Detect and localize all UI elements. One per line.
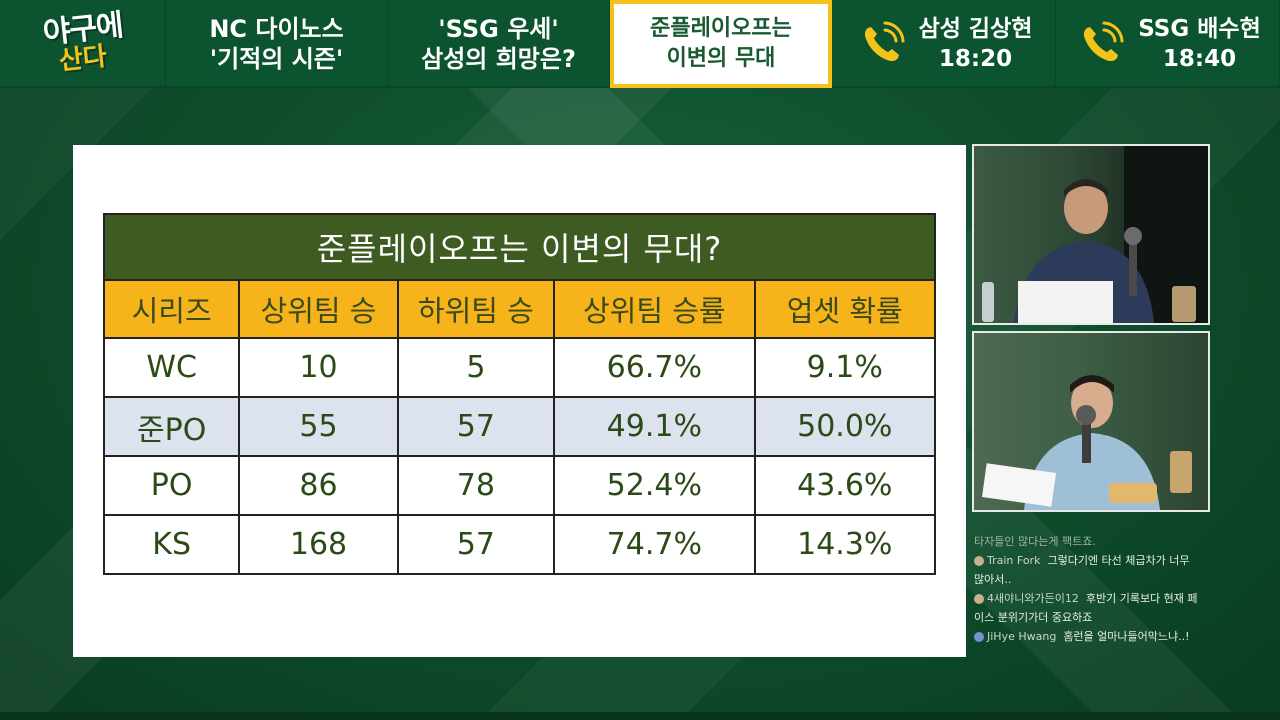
user-badge-icon [974,556,984,566]
caller-slot-samsung: 삼성 김상현 18:20 [832,0,1056,88]
topic-tab-active[interactable]: 준플레이오프는 이변의 무대 [610,0,832,88]
chat-text: 홈런을 얼마나들어막느냐..! [1063,630,1190,643]
column-header: 시리즈 [102,279,241,339]
table-cell: KS [102,514,241,575]
bottom-strip [0,712,1280,720]
table-cell: 168 [238,514,399,575]
topic-tab-line1: NC 다이노스 [209,15,344,43]
table-cell: 14.3% [753,514,937,575]
caller-slot-ssg: SSG 배수현 18:40 [1056,0,1280,88]
topic-tab-line1: 준플레이오프는 [650,16,792,41]
chat-message-continuation: 이스 분위기가더 중요하죠 [974,611,1093,624]
column-header: 상위팀 승률 [553,279,756,339]
logo-line2: 산다 [57,41,108,77]
table-cell: WC [102,337,241,398]
table-cell: 86 [238,455,399,516]
chat-username[interactable]: Train Fork [987,554,1041,567]
presentation-slide: 준플레이오프는 이변의 무대? 시리즈 상위팀 승 하위팀 승 상위팀 승률 업… [73,145,966,657]
chat-message-continuation: 많아서.. [974,573,1012,586]
column-header: 하위팀 승 [396,279,556,339]
column-header: 업셋 확률 [753,279,937,339]
table-cell: 49.1% [553,396,756,457]
table-cell: 74.7% [553,514,756,575]
table-cell: PO [102,455,241,516]
table-cell: 78 [396,455,556,516]
stats-table-wrapper: 준플레이오프는 이변의 무대? 시리즈 상위팀 승 하위팀 승 상위팀 승률 업… [102,213,937,575]
table-title: 준플레이오프는 이변의 무대? [103,213,936,281]
chat-text: 후반기 기록보다 현재 페 [1085,592,1198,605]
webcam-feed-host-1 [972,144,1210,325]
top-navigation-bar: 야구에 산다 NC 다이노스 '기적의 시즌' 'SSG 우세' 삼성의 희망은… [0,0,1280,88]
host-silhouette-icon [982,146,1208,323]
table-cell: 66.7% [553,337,756,398]
chat-username[interactable]: 4새야니와가든이12 [987,592,1079,605]
caller-time: 18:40 [1162,46,1237,72]
chat-text: 그렇다기엔 타선 체급차가 너무 [1047,554,1190,567]
table-row: KS 168 57 74.7% 14.3% [102,514,937,575]
chat-message: Train Fork 그렇다기엔 타선 체급차가 너무 [974,551,1274,570]
topic-tab-line2: 삼성의 희망은? [421,45,576,73]
table-cell: 준PO [102,396,241,457]
host-silhouette-icon [981,375,1192,510]
live-chat-panel: 타자들인 많다는게 팩트죠. Train Fork 그렇다기엔 타선 체급차가 … [974,532,1274,646]
table-cell: 9.1% [753,337,937,398]
table-row: PO 86 78 52.4% 43.6% [102,455,937,516]
table-header-row: 시리즈 상위팀 승 하위팀 승 상위팀 승률 업셋 확률 [102,279,937,339]
webcam-feed-host-2 [972,331,1210,512]
table-cell: 5 [396,337,556,398]
topic-tab-line2: '기적의 시즌' [209,45,344,73]
table-cell: 10 [238,337,399,398]
topic-tab-line1: 'SSG 우세' [438,15,559,43]
table-cell: 57 [396,514,556,575]
user-badge-icon [974,594,984,604]
caller-name: 삼성 김상현 [918,16,1033,42]
chat-message: 4새야니와가든이12 후반기 기록보다 현재 페 [974,589,1274,608]
caller-name: SSG 배수현 [1138,16,1261,42]
chat-username[interactable]: JiHye Hwang [987,630,1057,643]
postseason-stats-table: 준플레이오프는 이변의 무대? 시리즈 상위팀 승 하위팀 승 상위팀 승률 업… [102,213,937,575]
table-cell: 55 [238,396,399,457]
chat-message-partial: 타자들인 많다는게 팩트죠. [974,535,1096,548]
table-cell: 57 [396,396,556,457]
column-header: 상위팀 승 [238,279,399,339]
table-cell: 43.6% [753,455,937,516]
topic-tab-line2: 이변의 무대 [666,46,776,71]
phone-icon [855,17,909,71]
user-badge-icon [974,632,984,642]
table-row: 준PO 55 57 49.1% 50.0% [102,396,937,457]
topic-tab-nc[interactable]: NC 다이노스 '기적의 시즌' [166,0,388,88]
table-cell: 52.4% [553,455,756,516]
table-row: WC 10 5 66.7% 9.1% [102,337,937,398]
show-logo: 야구에 산다 [0,0,166,88]
topic-tab-ssg[interactable]: 'SSG 우세' 삼성의 희망은? [388,0,610,88]
phone-icon [1074,17,1128,71]
caller-time: 18:20 [938,46,1013,72]
chat-message: JiHye Hwang 홈런을 얼마나들어막느냐..! [974,627,1274,646]
table-cell: 50.0% [753,396,937,457]
